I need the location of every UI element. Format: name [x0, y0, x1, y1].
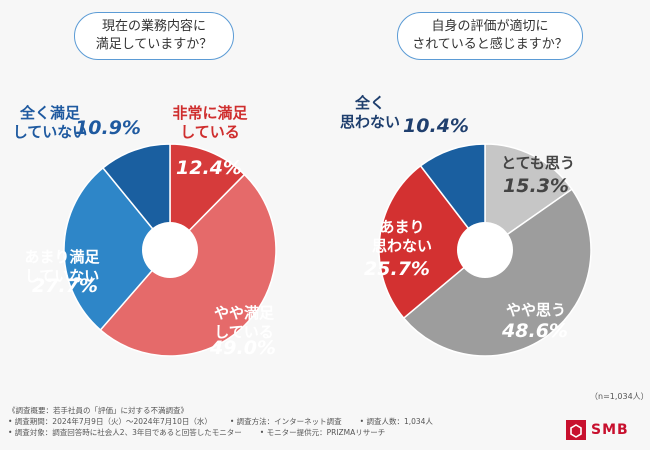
slice-label: あまり満足していない — [24, 248, 100, 285]
slice-percent: 48.6% — [501, 320, 568, 342]
chart2-title-line: されていると感じますか？ — [412, 37, 568, 52]
slice-label: あまり思わない — [372, 218, 432, 255]
pie-slice — [169, 143, 246, 252]
slice-percent: 25.7% — [364, 258, 430, 280]
slice-label: 全く思わない — [340, 94, 400, 131]
slice-percent: 15.3% — [503, 175, 569, 197]
chart1-title-line: 現在の業務内容に — [101, 19, 206, 34]
pie-slice — [484, 143, 573, 252]
pie-slice — [63, 166, 171, 332]
smb-logo: SMB — [566, 420, 629, 440]
pie-slice — [378, 164, 487, 320]
chart2-title: 自身の評価が適切にされていると感じますか？ — [397, 12, 583, 60]
note-target: • 調査対象：調査回答時に社会人2、3年目であると回答したモニター — [8, 428, 242, 437]
note-row-2: • 調査対象：調査回答時に社会人2、3年目であると回答したモニター • モニター… — [8, 427, 528, 438]
note-period: • 調査期間：2024年7月9日（火）〜2024年7月10日（水） — [8, 417, 212, 426]
pie-center-hole — [457, 222, 513, 278]
pie-slice — [101, 143, 171, 253]
slice-label: とても思う — [501, 154, 575, 172]
chart2-title-line: 自身の評価が適切に — [431, 19, 549, 34]
pie-slice — [419, 143, 486, 253]
slice-percent: 10.4% — [403, 115, 469, 137]
chart1-title: 現在の業務内容に 満足していますか？ — [74, 12, 234, 60]
smb-logo-text: SMB — [591, 422, 629, 438]
slice-percent: 27.7% — [32, 275, 98, 297]
slice-percent: 12.4% — [176, 157, 242, 179]
note-count: • 調査人数：1,034人 — [359, 417, 433, 426]
survey-notes: 《調査概要：若手社員の「評価」に対する不満調査》 • 調査期間：2024年7月9… — [8, 405, 528, 438]
slice-label: 全く満足していない — [13, 104, 88, 141]
slice-percent: 49.0% — [209, 337, 276, 359]
pie-center-hole — [142, 222, 198, 278]
sample-size: （n=1,034人） — [590, 392, 649, 401]
note-method: • 調査方法：インターネット調査 — [229, 417, 342, 426]
note-row-1: • 調査期間：2024年7月9日（火）〜2024年7月10日（水） • 調査方法… — [8, 416, 528, 427]
note-provider: • モニター提供元：PRIZMAリサーチ — [259, 428, 386, 437]
note-header: 《調査概要：若手社員の「評価」に対する不満調査》 — [8, 406, 188, 415]
slice-label: やや満足している — [214, 304, 275, 341]
chart1-title-line: 満足していますか？ — [95, 37, 213, 52]
slice-label: やや思う — [506, 301, 566, 319]
slice-percent: 10.9% — [75, 117, 141, 139]
smb-logo-icon — [566, 420, 586, 440]
slice-label: 非常に満足している — [172, 104, 248, 141]
